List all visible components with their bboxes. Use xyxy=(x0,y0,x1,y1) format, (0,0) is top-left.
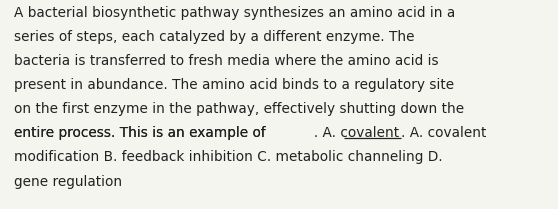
Text: entire process. This is an example of: entire process. This is an example of xyxy=(14,126,270,140)
Text: gene regulation: gene regulation xyxy=(14,175,122,189)
Text: A bacterial biosynthetic pathway synthesizes an amino acid in a: A bacterial biosynthetic pathway synthes… xyxy=(14,6,455,20)
Text: present in abundance. The amino acid binds to a regulatory site: present in abundance. The amino acid bin… xyxy=(14,78,454,92)
Text: on the first enzyme in the pathway, effectively shutting down the: on the first enzyme in the pathway, effe… xyxy=(14,102,464,116)
Text: entire process. This is an example of           . A. covalent: entire process. This is an example of . … xyxy=(14,126,399,140)
Text: modification B. feedback inhibition C. metabolic channeling D.: modification B. feedback inhibition C. m… xyxy=(14,150,442,164)
Text: bacteria is transferred to fresh media where the amino acid is: bacteria is transferred to fresh media w… xyxy=(14,54,439,68)
Text: series of steps, each catalyzed by a different enzyme. The: series of steps, each catalyzed by a dif… xyxy=(14,30,415,44)
Text: . A. covalent: . A. covalent xyxy=(401,126,486,140)
